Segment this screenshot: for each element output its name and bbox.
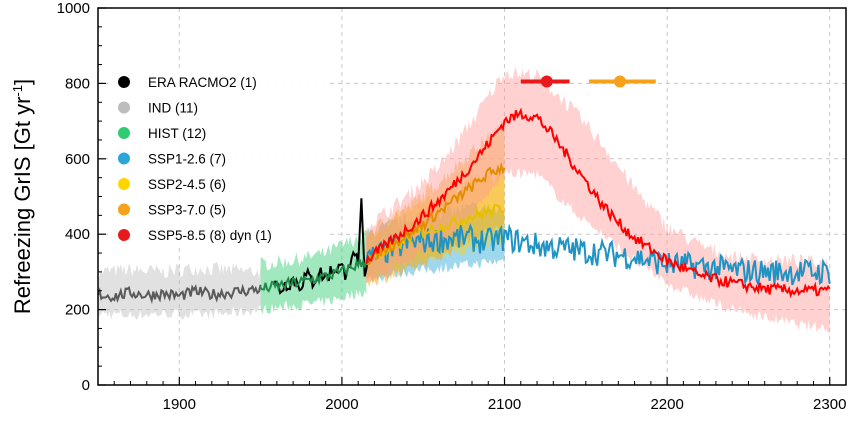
y-axis-label: Refreezing GrIS [Gt yr-1] [10, 79, 35, 314]
legend-swatch [118, 203, 130, 216]
period-marker-dot [613, 75, 626, 88]
legend-label: SSP2-4.5 (6) [148, 177, 226, 192]
y-tick-label: 600 [65, 151, 90, 168]
series-lines [97, 107, 831, 305]
legend-label: SSP5-8.5 (8) dyn (1) [148, 228, 272, 243]
x-tick-label: 2100 [488, 396, 521, 413]
legend-label: IND (11) [148, 101, 198, 116]
legend-label: ERA RACMO2 (1) [148, 75, 257, 90]
period-markers [520, 75, 656, 88]
legend-swatch [118, 101, 130, 114]
legend-swatch [118, 178, 130, 190]
legend: ERA RACMO2 (1) IND (11) HIST (12) SSP1-2.6 … [108, 68, 328, 248]
y-tick-label: 0 [82, 377, 90, 394]
y-tick-label: 800 [65, 75, 90, 92]
period-marker-dot [540, 75, 553, 88]
y-tick-label: 400 [65, 226, 90, 243]
axis-ticks: 1900 2000 2100 2200 2300 0 200 400 600 800 1000 [57, 0, 847, 413]
line-ssp1-2.6 [365, 223, 831, 288]
line-ssp5-8.5 [365, 107, 831, 299]
legend-swatch [118, 229, 130, 241]
x-tick-label: 2000 [325, 396, 358, 413]
grid [98, 8, 846, 385]
legend-label: HIST (12) [148, 126, 206, 141]
legend-background [108, 68, 328, 248]
legend-label: SSP1-2.6 (7) [148, 152, 226, 167]
legend-swatch [118, 152, 130, 165]
x-tick-label: 2200 [650, 396, 683, 413]
band-ssp1-2.6 [366, 202, 505, 283]
y-tick-label: 1000 [57, 0, 90, 17]
legend-swatch [118, 127, 130, 139]
legend-swatch [118, 76, 130, 88]
line-ssp3-7.0 [365, 161, 506, 266]
x-tick-label: 2300 [813, 396, 846, 413]
x-tick-label: 1900 [163, 396, 196, 413]
line-ind [97, 283, 262, 305]
legend-label: SSP3-7.0 (5) [148, 203, 226, 218]
line-hist [259, 257, 368, 293]
y-tick-label: 200 [65, 302, 90, 319]
line-era [272, 198, 369, 295]
band-ind [98, 261, 261, 321]
band-hist [260, 230, 367, 315]
